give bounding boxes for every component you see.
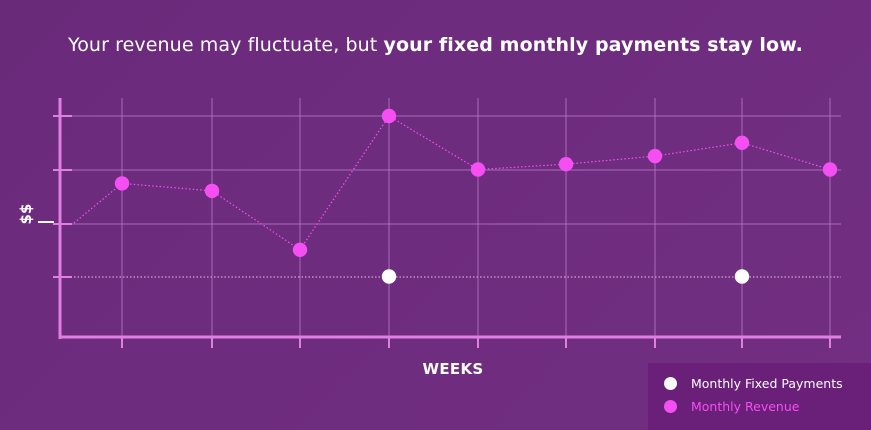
revenue-series-line	[74, 116, 830, 250]
y-axis-label: $$	[17, 197, 41, 231]
revenue-data-point	[205, 184, 219, 198]
revenue-data-point	[382, 109, 396, 123]
fixed-payment-data-point	[735, 269, 749, 283]
revenue-data-point	[735, 136, 749, 150]
fixed-payment-data-point	[382, 269, 396, 283]
series-lines	[74, 116, 830, 250]
revenue-data-point	[559, 157, 573, 171]
revenue-data-point	[471, 162, 485, 176]
series-points	[115, 109, 837, 284]
axes	[38, 98, 841, 348]
gridlines	[60, 98, 841, 337]
legend-swatch-revenue	[664, 400, 677, 413]
revenue-data-point	[823, 162, 837, 176]
x-axis-label: WEEKS	[392, 360, 514, 378]
legend-label-revenue: Monthly Revenue	[691, 399, 799, 414]
legend-item-fixed-payments: Monthly Fixed Payments	[664, 372, 871, 395]
legend-item-revenue: Monthly Revenue	[664, 395, 871, 418]
legend: Monthly Fixed Payments Monthly Revenue	[648, 363, 871, 430]
revenue-data-point	[115, 176, 129, 190]
revenue-data-point	[293, 243, 307, 257]
revenue-data-point	[648, 149, 662, 163]
legend-swatch-fixed-payments	[664, 377, 677, 390]
legend-label-fixed-payments: Monthly Fixed Payments	[691, 376, 843, 391]
